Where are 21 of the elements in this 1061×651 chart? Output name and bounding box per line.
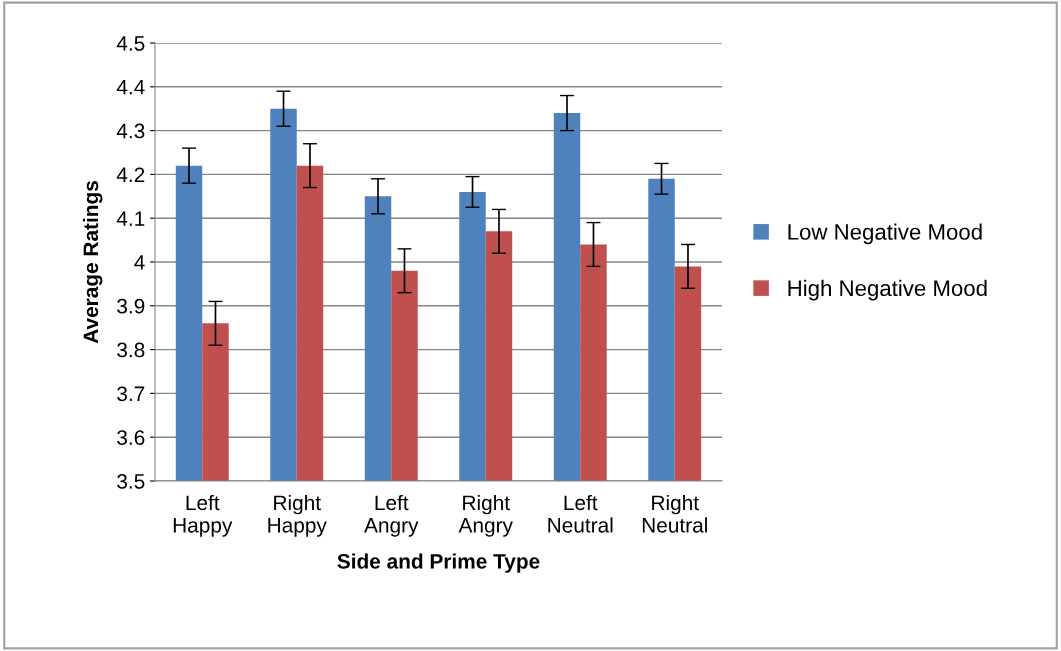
y-tick-label: 3.6 <box>117 430 145 445</box>
y-tick-label: 3.7 <box>117 386 145 402</box>
x-tick-label: Left Angry <box>364 494 419 537</box>
y-tick-label: 3.8 <box>117 342 145 358</box>
y-tick-label: 4.5 <box>116 36 145 51</box>
y-tick-label: 4 <box>134 255 145 270</box>
legend-label: Low Negative Mood <box>788 223 982 245</box>
x-tick-label: Right Neutral <box>642 494 707 533</box>
legend-label: High Negative Mood <box>788 279 987 301</box>
y-tick-label: 4.2 <box>116 167 145 182</box>
x-tick-label: Right Happy <box>268 494 327 537</box>
y-tick-label: 3.5 <box>117 474 145 489</box>
x-tick-label: Left Happy <box>173 494 233 537</box>
x-tick-label: Right Angry <box>458 494 513 537</box>
y-tick-label: 4.4 <box>116 80 145 95</box>
y-tick-label: 4.1 <box>116 211 145 226</box>
y-axis-title: Average Ratings <box>82 181 103 344</box>
y-tick-label: 3.9 <box>117 298 145 314</box>
x-axis-title: Side and Prime Type <box>337 553 540 573</box>
y-tick-label: 4.3 <box>116 123 145 139</box>
x-tick-label: Left Neutral <box>548 494 613 533</box>
